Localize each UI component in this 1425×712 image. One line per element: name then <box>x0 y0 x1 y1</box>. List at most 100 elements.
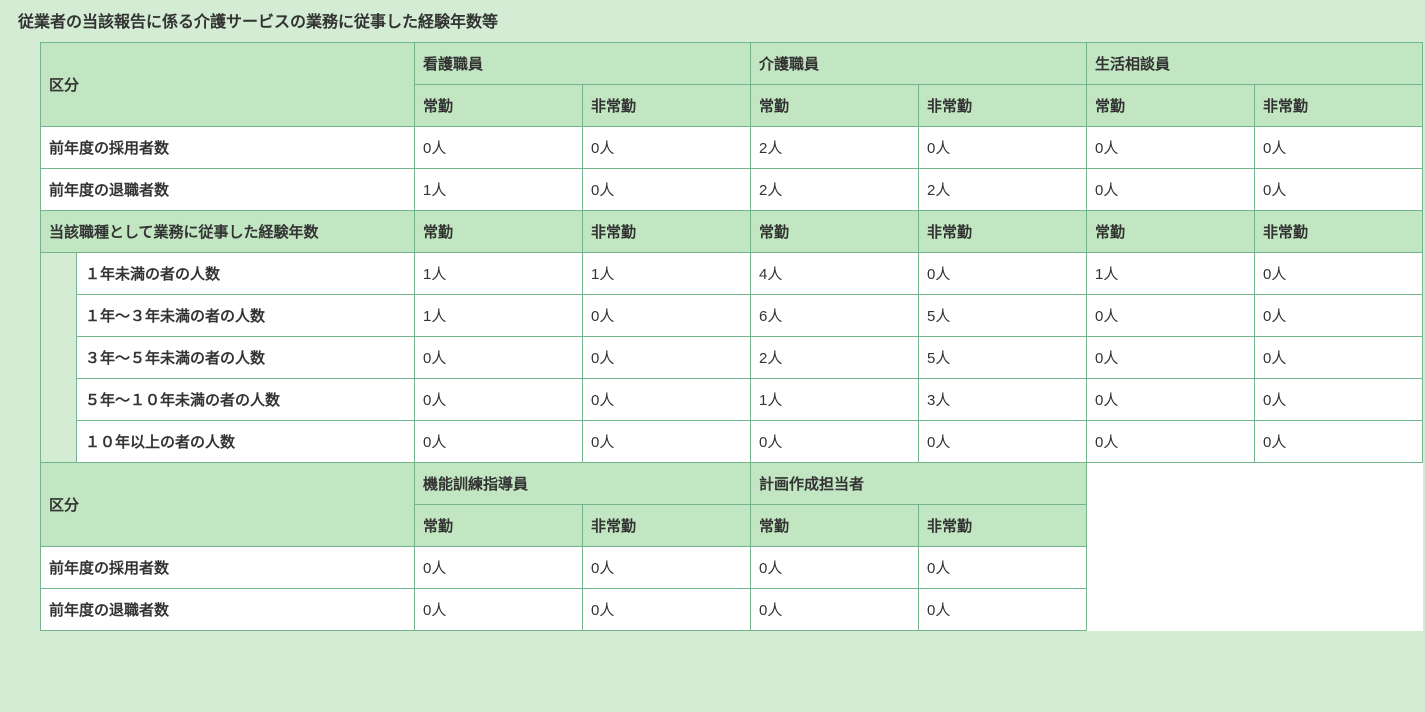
cell: 1人 <box>415 295 583 337</box>
cell: 0人 <box>583 337 751 379</box>
row-label: 前年度の採用者数 <box>41 547 415 589</box>
col-role: 介護職員 <box>751 43 1087 85</box>
row-leaves: 前年度の退職者数 1人 0人 2人 2人 0人 0人 <box>41 169 1423 211</box>
cell: 0人 <box>415 337 583 379</box>
cell: 0人 <box>415 589 583 631</box>
col-joukin: 常勤 <box>751 211 919 253</box>
cell: 0人 <box>1255 379 1423 421</box>
cell: 0人 <box>751 421 919 463</box>
cell: 1人 <box>415 253 583 295</box>
cell: 2人 <box>751 169 919 211</box>
cell: 0人 <box>415 379 583 421</box>
cell: 0人 <box>583 589 751 631</box>
cell: 2人 <box>919 169 1087 211</box>
row-label: 当該職種として業務に従事した経験年数 <box>41 211 415 253</box>
cell: 1人 <box>583 253 751 295</box>
row-exp-1-3: １年～３年未満の者の人数 1人 0人 6人 5人 0人 0人 <box>41 295 1423 337</box>
row-label: ５年～１０年未満の者の人数 <box>77 379 415 421</box>
row-label: ３年～５年未満の者の人数 <box>77 337 415 379</box>
col-kubun: 区分 <box>41 43 415 127</box>
cell: 0人 <box>919 253 1087 295</box>
col-role: 看護職員 <box>415 43 751 85</box>
col-hijoukin: 非常勤 <box>1255 211 1423 253</box>
col-joukin: 常勤 <box>751 85 919 127</box>
cell: 0人 <box>1087 379 1255 421</box>
cell: 0人 <box>1255 337 1423 379</box>
cell: 0人 <box>919 547 1087 589</box>
col-hijoukin: 非常勤 <box>583 85 751 127</box>
col-kubun: 区分 <box>41 463 415 547</box>
cell: 5人 <box>919 295 1087 337</box>
row-label: 前年度の採用者数 <box>41 127 415 169</box>
col-hijoukin: 非常勤 <box>919 211 1087 253</box>
cell: 0人 <box>583 169 751 211</box>
row-leaves-2: 前年度の退職者数 0人 0人 0人 0人 <box>41 589 1423 631</box>
cell: 0人 <box>415 421 583 463</box>
cell: 0人 <box>583 295 751 337</box>
cell: 0人 <box>1255 295 1423 337</box>
col-joukin: 常勤 <box>415 505 583 547</box>
cell: 0人 <box>751 547 919 589</box>
col-role: 生活相談員 <box>1087 43 1423 85</box>
table-header-row-2: 区分 機能訓練指導員 計画作成担当者 <box>41 463 1423 505</box>
cell: 0人 <box>1255 127 1423 169</box>
cell: 0人 <box>919 421 1087 463</box>
cell: 0人 <box>1255 421 1423 463</box>
indent <box>41 379 77 421</box>
cell: 0人 <box>919 589 1087 631</box>
cell: 0人 <box>1087 421 1255 463</box>
row-label: 前年度の退職者数 <box>41 169 415 211</box>
cell: 2人 <box>751 127 919 169</box>
col-joukin: 常勤 <box>415 211 583 253</box>
row-label: 前年度の退職者数 <box>41 589 415 631</box>
cell: 0人 <box>1255 169 1423 211</box>
col-hijoukin: 非常勤 <box>919 85 1087 127</box>
col-hijoukin: 非常勤 <box>1255 85 1423 127</box>
cell: 0人 <box>1087 169 1255 211</box>
row-exp-lt1: １年未満の者の人数 1人 1人 4人 0人 1人 0人 <box>41 253 1423 295</box>
col-joukin: 常勤 <box>415 85 583 127</box>
col-joukin: 常勤 <box>751 505 919 547</box>
cell: 0人 <box>415 127 583 169</box>
cell: 0人 <box>583 127 751 169</box>
row-hires: 前年度の採用者数 0人 0人 2人 0人 0人 0人 <box>41 127 1423 169</box>
cell: 2人 <box>751 337 919 379</box>
cell: 4人 <box>751 253 919 295</box>
page-title: 従業者の当該報告に係る介護サービスの業務に従事した経験年数等 <box>0 4 1425 42</box>
indent <box>41 421 77 463</box>
col-role: 計画作成担当者 <box>751 463 1087 505</box>
table-header-row: 区分 看護職員 介護職員 生活相談員 <box>41 43 1423 85</box>
cell: 5人 <box>919 337 1087 379</box>
cell: 0人 <box>1255 253 1423 295</box>
cell: 0人 <box>583 547 751 589</box>
cell: 0人 <box>415 547 583 589</box>
cell: 6人 <box>751 295 919 337</box>
indent <box>41 295 77 337</box>
row-hires-2: 前年度の採用者数 0人 0人 0人 0人 <box>41 547 1423 589</box>
cell: 1人 <box>751 379 919 421</box>
row-exp-3-5: ３年～５年未満の者の人数 0人 0人 2人 5人 0人 0人 <box>41 337 1423 379</box>
cell: 0人 <box>1087 337 1255 379</box>
row-exp-5-10: ５年～１０年未満の者の人数 0人 0人 1人 3人 0人 0人 <box>41 379 1423 421</box>
cell: 0人 <box>1087 127 1255 169</box>
row-label: １年未満の者の人数 <box>77 253 415 295</box>
col-hijoukin: 非常勤 <box>583 505 751 547</box>
cell: 0人 <box>751 589 919 631</box>
staff-experience-table: 区分 看護職員 介護職員 生活相談員 常勤 非常勤 常勤 非常勤 常勤 非常勤 … <box>40 42 1423 631</box>
row-exp-header: 当該職種として業務に従事した経験年数 常勤 非常勤 常勤 非常勤 常勤 非常勤 <box>41 211 1423 253</box>
col-role: 機能訓練指導員 <box>415 463 751 505</box>
row-label: １０年以上の者の人数 <box>77 421 415 463</box>
cell: 0人 <box>583 421 751 463</box>
cell: 1人 <box>1087 253 1255 295</box>
col-joukin: 常勤 <box>1087 85 1255 127</box>
col-hijoukin: 非常勤 <box>919 505 1087 547</box>
row-exp-ge10: １０年以上の者の人数 0人 0人 0人 0人 0人 0人 <box>41 421 1423 463</box>
cell: 0人 <box>583 379 751 421</box>
indent <box>41 253 77 295</box>
indent <box>41 337 77 379</box>
cell: 1人 <box>415 169 583 211</box>
row-label: １年～３年未満の者の人数 <box>77 295 415 337</box>
cell: 0人 <box>1087 295 1255 337</box>
col-joukin: 常勤 <box>1087 211 1255 253</box>
cell: 3人 <box>919 379 1087 421</box>
